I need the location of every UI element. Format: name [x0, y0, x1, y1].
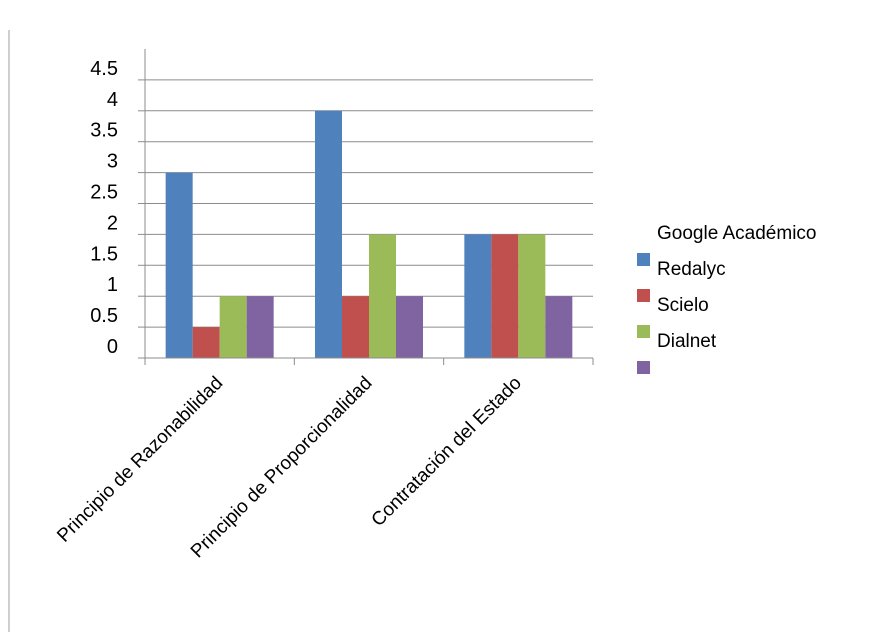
y-tick-label: 2 — [107, 212, 118, 234]
y-tick-label: 3 — [107, 151, 118, 173]
y-tick-label: 1 — [107, 274, 118, 296]
bar — [369, 234, 396, 358]
bar — [219, 296, 247, 358]
legend-swatch — [637, 253, 650, 266]
bar — [315, 110, 342, 358]
y-tick-label: 2.5 — [90, 182, 118, 204]
bars — [165, 110, 573, 358]
y-tick-label: 1.5 — [90, 243, 118, 265]
y-tick-label: 4.5 — [90, 58, 118, 80]
bar — [342, 296, 369, 358]
bar — [246, 296, 274, 358]
bar — [464, 234, 492, 358]
y-tick-label: 3.5 — [90, 120, 118, 142]
bar — [545, 296, 573, 358]
y-tick-label: 0.5 — [90, 305, 118, 327]
bar — [165, 172, 193, 358]
y-tick-label: 4 — [107, 89, 118, 111]
y-tick-labels: 0 0.5 1 1.5 2 2.5 3 3.5 4 4.5 — [90, 58, 118, 358]
legend: Google Académico Redalyc Scielo Dialnet — [637, 223, 817, 374]
bar — [396, 296, 423, 358]
legend-label: Google Académico — [657, 223, 817, 244]
bar — [192, 327, 220, 358]
legend-label: Redalyc — [657, 259, 726, 280]
bar — [518, 234, 546, 358]
legend-label: Scielo — [657, 295, 709, 316]
bar — [491, 234, 519, 358]
x-tick-label: Contratación del Estado — [368, 373, 526, 531]
legend-swatch — [637, 289, 650, 302]
x-tick-label: Principio de Proporcionalidad — [187, 373, 377, 563]
legend-swatch — [637, 325, 650, 338]
y-tick-label: 0 — [107, 336, 118, 358]
legend-label: Dialnet — [657, 331, 717, 352]
x-tick-label: Principio de Razonabilidad — [53, 373, 227, 547]
legend-swatch — [637, 361, 650, 374]
axes — [138, 49, 594, 365]
